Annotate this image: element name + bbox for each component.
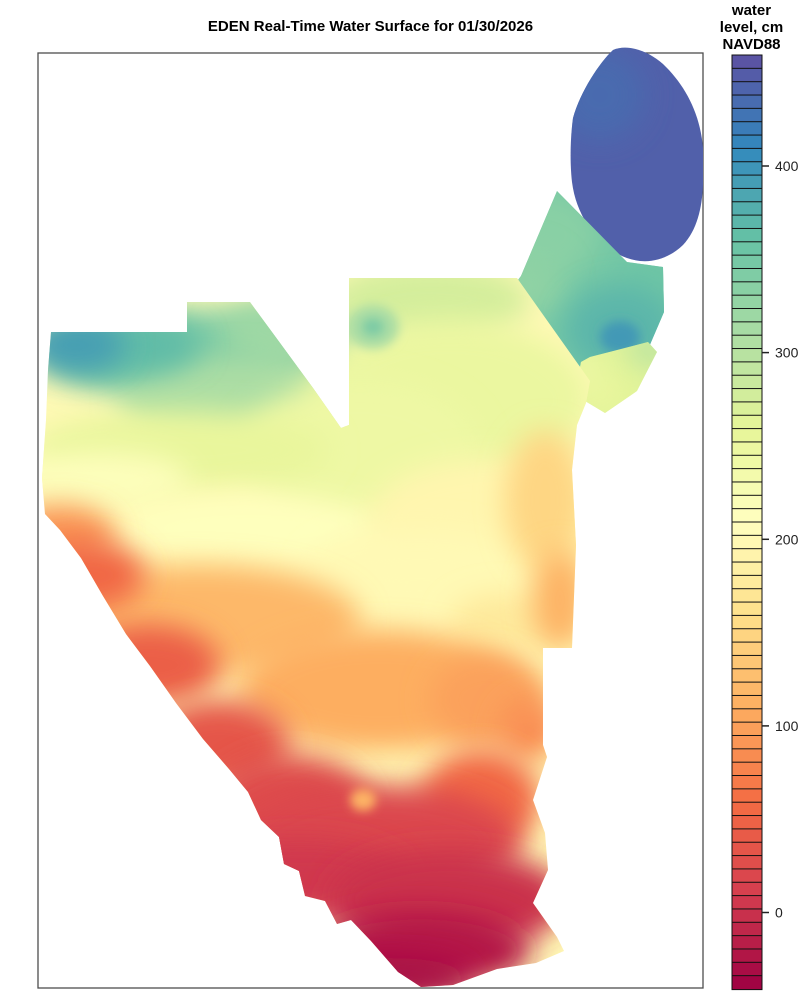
colorbar-segment [731, 521, 763, 537]
colorbar-segment [731, 961, 763, 977]
colorbar-segment [731, 254, 763, 270]
colorbar-segment [731, 815, 763, 830]
colorbar-segment [731, 574, 763, 590]
colorbar-segment [731, 67, 763, 83]
colorbar-segment [731, 107, 763, 123]
colorbar-segment [731, 414, 763, 430]
colorbar-segment [731, 454, 763, 470]
colorbar-segment [731, 214, 763, 230]
colorbar-segment [731, 468, 763, 484]
region-main-basin [42, 278, 590, 987]
colorbar-segment [731, 428, 763, 444]
colorbar-segment [731, 81, 763, 97]
colorbar-segment [731, 281, 763, 297]
colorbar-segment [731, 641, 763, 657]
colorbar-tick-label: 300 [775, 345, 799, 361]
colorbar-title-line2: level, cm [719, 19, 784, 36]
colorbar-ticks: 400 300 200 100 0 [762, 158, 799, 921]
colorbar-tick-label: 400 [775, 158, 799, 174]
colorbar-segment [731, 388, 763, 404]
colorbar-segment [731, 241, 763, 257]
colorbar-segment [731, 294, 763, 310]
colorbar-segment [731, 801, 763, 817]
colorbar-segment [731, 161, 763, 177]
colorbar-segment [731, 734, 763, 750]
colorbar-segment [731, 348, 763, 363]
colorbar-segment [731, 881, 763, 897]
colorbar-title: water level, cm NAVD88 [703, 2, 800, 53]
colorbar-segment [731, 828, 763, 844]
colorbar-segment [731, 508, 763, 524]
colorbar-segment [731, 975, 763, 991]
colorbar-segment [731, 54, 763, 70]
colorbar-segment [731, 481, 763, 497]
colorbar-title-line1: water [731, 2, 772, 19]
colorbar-segment [731, 721, 763, 737]
colorbar-segment [731, 841, 763, 857]
colorbar-segment [731, 201, 763, 217]
colorbar-segment [731, 94, 763, 110]
colorbar-segment [731, 908, 763, 924]
colorbar-segment [731, 681, 763, 697]
colorbar-segment [731, 788, 763, 804]
colorbar-segment [731, 134, 763, 150]
colorbar-segment [731, 935, 763, 951]
colorbar-segment [731, 534, 763, 550]
colorbar-segment [731, 401, 763, 417]
colorbar-tick-label: 0 [775, 905, 783, 921]
colorbar [731, 54, 763, 991]
page-title: EDEN Real-Time Water Surface for 01/30/2… [207, 18, 534, 35]
colorbar-segment [731, 548, 763, 564]
colorbar-segment [731, 748, 763, 764]
colorbar-segment [731, 121, 763, 137]
colorbar-segment [731, 147, 763, 163]
colorbar-segment [731, 948, 763, 964]
map-regions [42, 47, 703, 987]
colorbar-segment [731, 668, 763, 684]
colorbar-tick-label: 200 [775, 531, 799, 547]
colorbar-segment [731, 614, 763, 630]
colorbar-segment [731, 761, 763, 777]
colorbar-segment [731, 561, 763, 577]
colorbar-segment [731, 227, 763, 243]
colorbar-tick-label: 100 [775, 718, 799, 734]
colorbar-segment [731, 494, 763, 510]
colorbar-segment [731, 628, 763, 644]
colorbar-segment [731, 441, 763, 457]
colorbar-segment [731, 855, 763, 871]
colorbar-segment [731, 694, 763, 710]
colorbar-segment [731, 267, 763, 283]
colorbar-segment [731, 601, 763, 617]
colorbar-segment [731, 374, 763, 390]
colorbar-segment [731, 654, 763, 670]
colorbar-segment [731, 334, 763, 350]
colorbar-title-line3: NAVD88 [722, 36, 781, 53]
colorbar-segment [731, 775, 763, 790]
colorbar-segment [731, 174, 763, 190]
colorbar-segment [731, 895, 763, 911]
colorbar-segment [731, 321, 763, 337]
colorbar-segment [731, 588, 763, 604]
colorbar-segment [731, 868, 763, 884]
colorbar-segment [731, 921, 763, 937]
colorbar-segment [731, 187, 763, 203]
colorbar-segment [731, 308, 763, 323]
colorbar-segment [731, 361, 763, 377]
colorbar-segment [731, 708, 763, 724]
